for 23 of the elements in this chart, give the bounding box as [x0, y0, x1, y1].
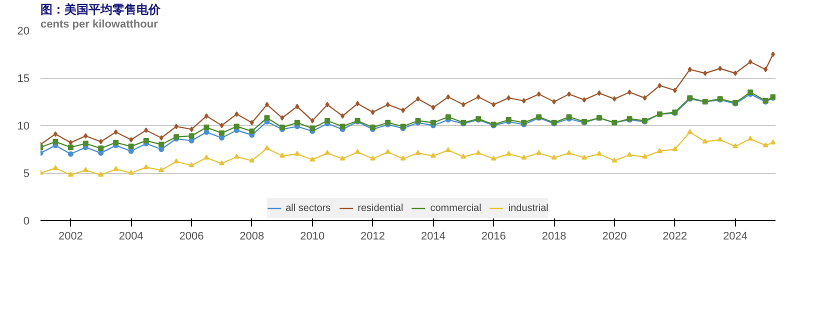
x-tick-label: 2020	[602, 230, 627, 242]
y-tick-label: 5	[23, 168, 30, 180]
y-tick-label: 20	[17, 26, 30, 38]
x-tick-label: 2006	[179, 230, 204, 242]
y-tick-label: 15	[17, 73, 30, 85]
x-tick-label: 2024	[723, 230, 748, 242]
legend-label: residential	[358, 202, 404, 214]
y-axis-title: cents per kilowatthour	[40, 18, 159, 30]
y-tick-label: 0	[23, 216, 30, 228]
x-tick-label: 2010	[300, 230, 325, 242]
legend-label: industrial	[508, 202, 548, 214]
x-tick-label: 2016	[481, 230, 506, 242]
legend-label: all sectors	[286, 202, 331, 214]
y-tick-label: 10	[17, 120, 30, 132]
x-tick-label: 2002	[58, 230, 83, 242]
x-tick-label: 2014	[420, 230, 446, 242]
chart-title: 图：美国平均零售电价	[40, 2, 162, 16]
x-tick-label: 2022	[662, 230, 688, 242]
x-tick-label: 2004	[118, 230, 144, 242]
x-tick-label: 2012	[360, 230, 386, 242]
x-tick-label: 2008	[240, 230, 264, 242]
legend-label: commercial	[430, 202, 482, 214]
x-tick-label: 2018	[542, 230, 566, 242]
